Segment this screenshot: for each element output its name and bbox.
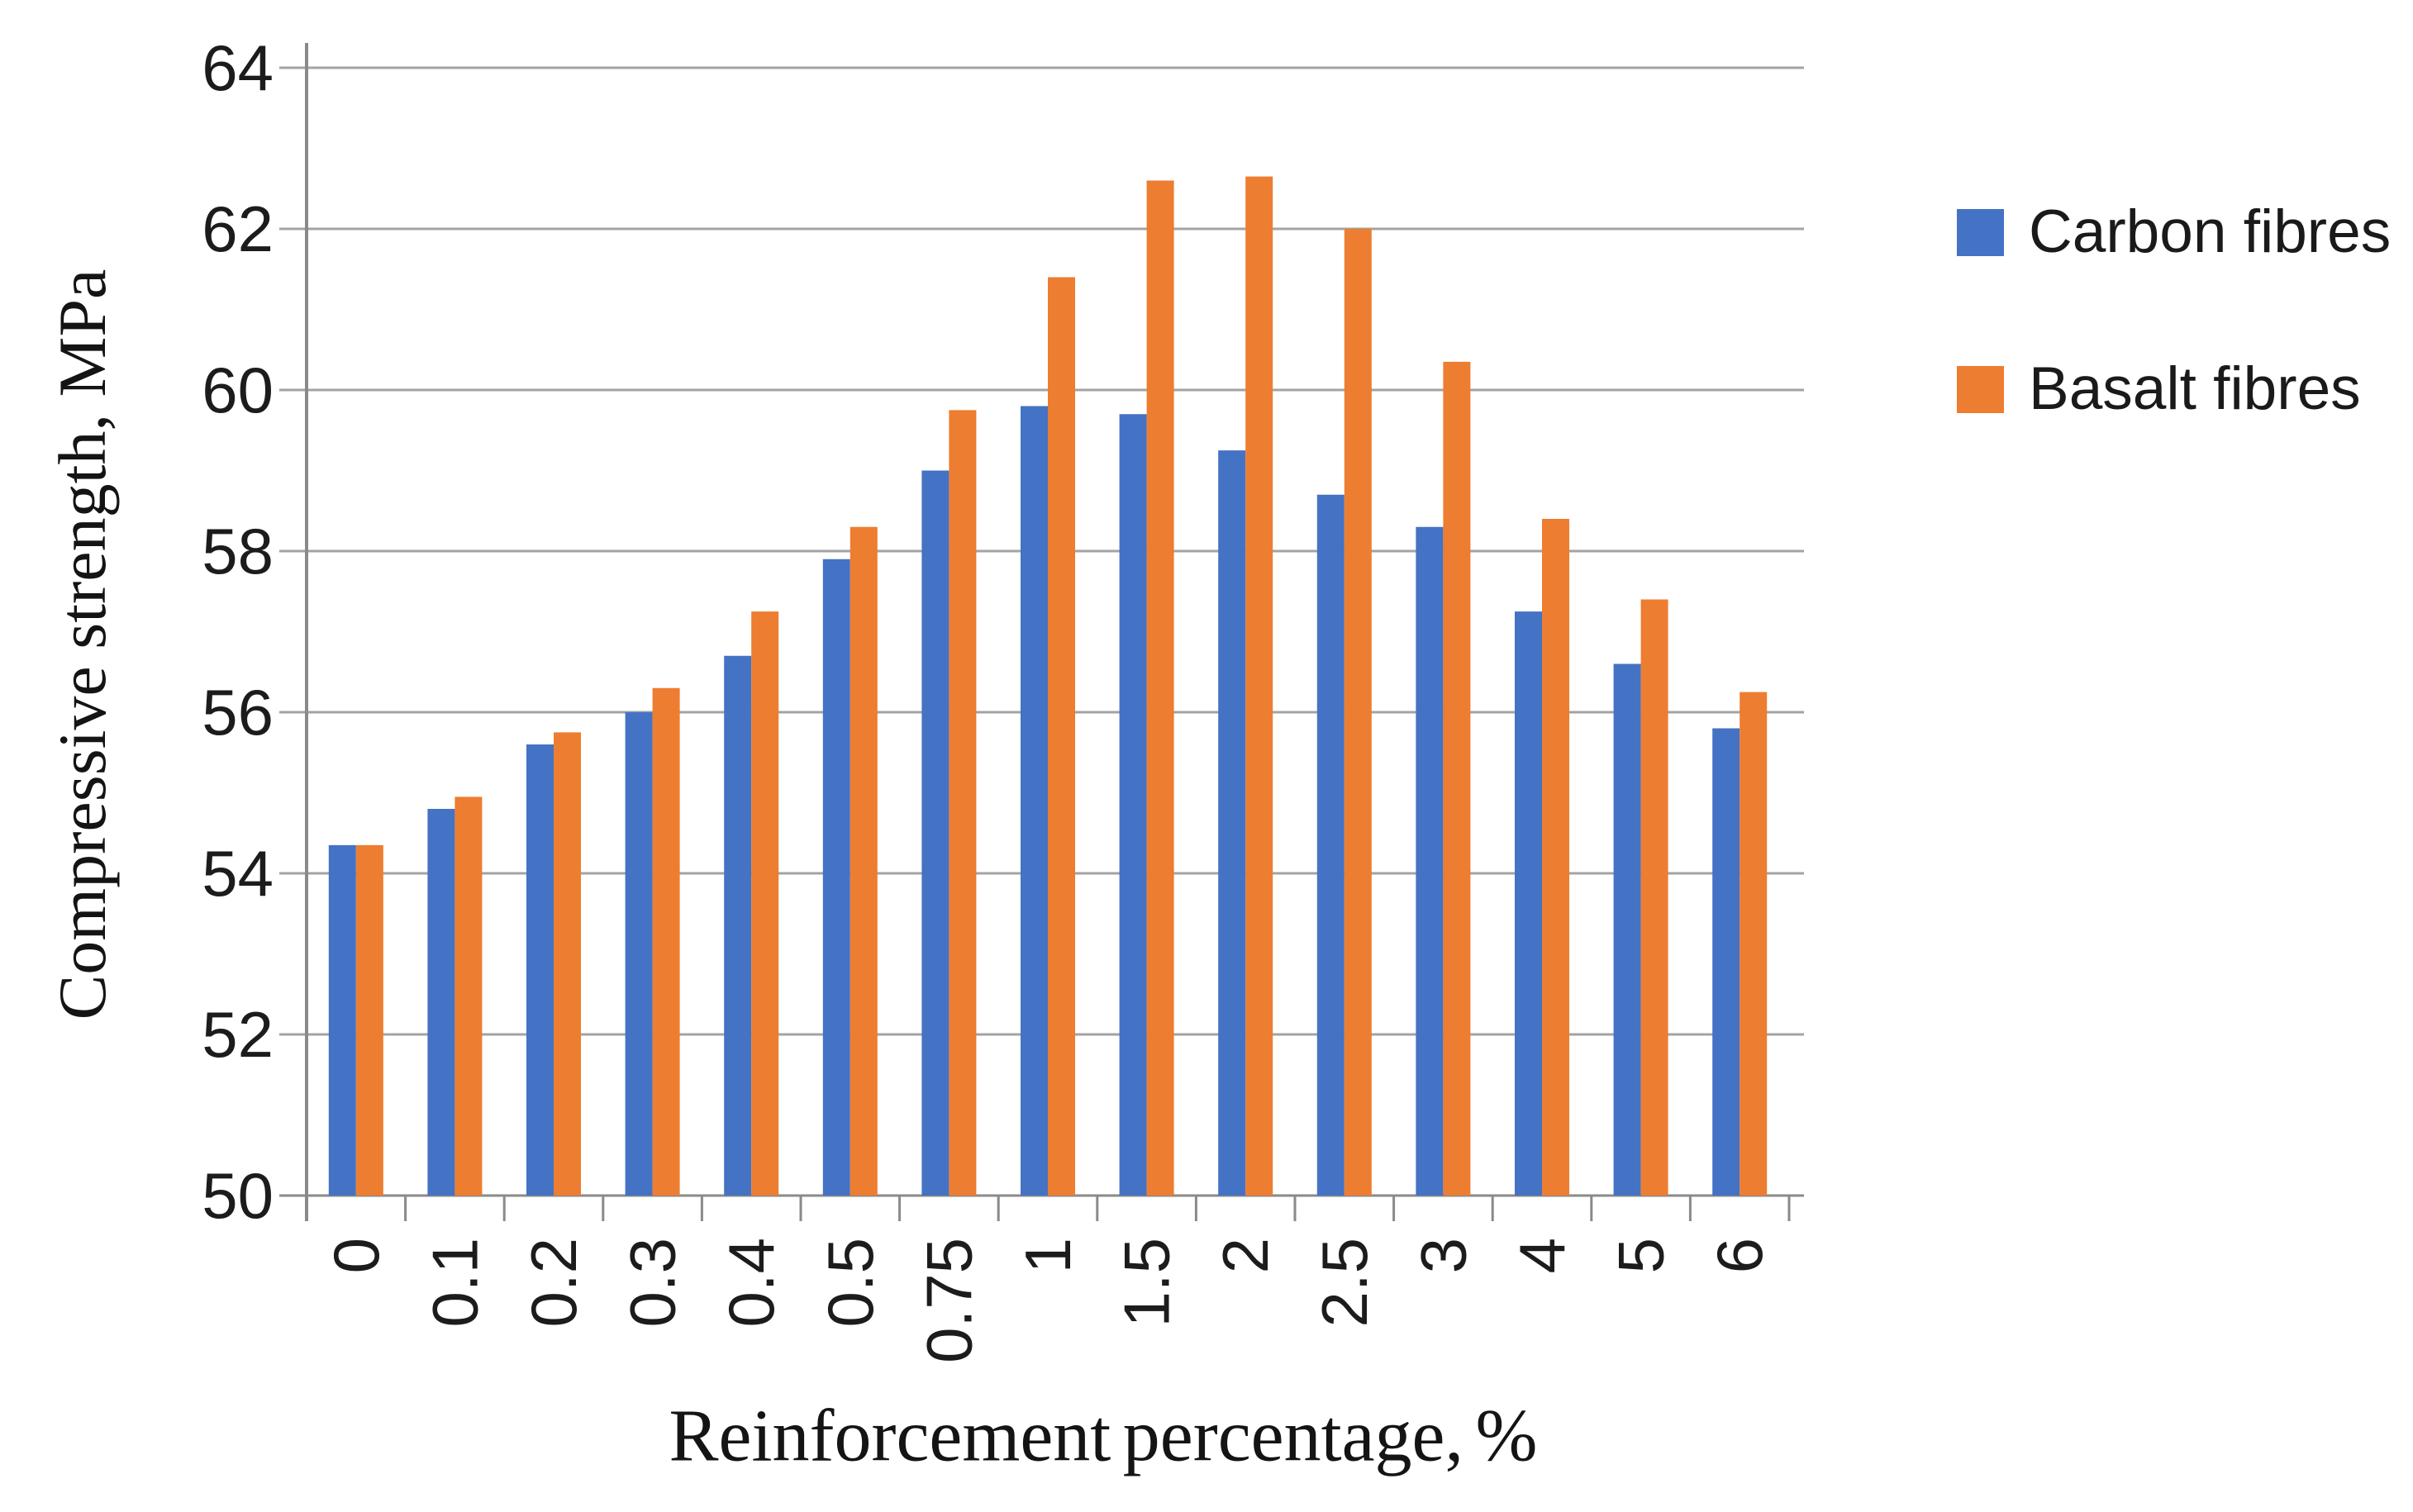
legend: Carbon fibres Basalt fibres	[1957, 198, 2392, 521]
legend-item-carbon-fibres: Carbon fibres	[1957, 198, 2392, 265]
bar-carbon-1	[1021, 406, 1048, 1196]
bar-carbon-2	[1218, 450, 1246, 1196]
bar-basalt-0.1	[455, 796, 483, 1196]
x-tick-label-0.5: 0.5	[814, 1238, 887, 1327]
bar-carbon-0.75	[921, 470, 949, 1196]
y-tick-label-52: 52	[202, 998, 274, 1071]
legend-label-carbon: Carbon fibres	[2029, 198, 2392, 265]
legend-label-basalt: Basalt fibres	[2029, 355, 2361, 422]
bar-carbon-2.5	[1316, 494, 1345, 1196]
basalt-fibres-swatch-icon	[1957, 365, 2004, 413]
y-tick-label-58: 58	[202, 515, 274, 587]
carbon-fibres-swatch-icon	[1957, 208, 2004, 256]
bar-basalt-5	[1640, 599, 1668, 1196]
x-axis-title: Reinforcement percentage, %	[669, 1395, 1538, 1477]
x-tick-label-3: 3	[1406, 1238, 1479, 1273]
bar-basalt-2	[1245, 176, 1273, 1196]
y-tick-label-54: 54	[202, 837, 274, 910]
x-tick-label-4: 4	[1506, 1238, 1578, 1273]
y-tick-label-64: 64	[202, 31, 274, 104]
bar-carbon-0.2	[526, 744, 554, 1196]
bar-carbon-6	[1712, 728, 1740, 1196]
x-tick-label-0.3: 0.3	[616, 1238, 689, 1327]
x-tick-label-5: 5	[1605, 1238, 1678, 1273]
bar-carbon-0.4	[724, 655, 752, 1196]
bar-basalt-3	[1443, 361, 1471, 1196]
bar-basalt-0	[355, 844, 383, 1196]
y-tick-label-56: 56	[202, 676, 274, 749]
bar-basalt-4	[1542, 519, 1569, 1196]
x-tick-label-0.1: 0.1	[418, 1238, 491, 1327]
bar-carbon-0.3	[625, 712, 653, 1196]
x-tick-label-6: 6	[1703, 1238, 1776, 1273]
bar-basalt-0.75	[949, 410, 977, 1196]
bar-basalt-6	[1740, 692, 1768, 1196]
bar-basalt-1	[1048, 277, 1075, 1196]
y-axis-title: Compressive strength, MPa	[45, 269, 120, 1020]
x-tick-label-0.75: 0.75	[912, 1238, 985, 1363]
legend-item-basalt-fibres: Basalt fibres	[1957, 355, 2391, 422]
bar-basalt-0.5	[850, 526, 878, 1196]
x-tick-label-0: 0	[320, 1238, 393, 1273]
x-tick-label-2.5: 2.5	[1308, 1238, 1381, 1327]
x-tick-label-0.4: 0.4	[715, 1238, 788, 1327]
bar-carbon-5	[1613, 663, 1641, 1196]
x-tick-label-2: 2	[1209, 1238, 1282, 1273]
bar-carbon-4	[1515, 611, 1542, 1196]
bar-carbon-0.5	[822, 559, 850, 1196]
bar-carbon-0	[328, 844, 356, 1196]
x-tick-label-0.2: 0.2	[517, 1238, 590, 1327]
x-tick-label-1.5: 1.5	[1111, 1238, 1183, 1327]
y-tick-label-60: 60	[202, 354, 274, 426]
bar-carbon-1.5	[1119, 414, 1147, 1196]
y-tick-label-50: 50	[202, 1159, 274, 1232]
bar-basalt-1.5	[1146, 180, 1174, 1196]
bar-basalt-0.4	[751, 611, 779, 1196]
x-tick-label-1: 1	[1011, 1238, 1084, 1273]
bar-basalt-2.5	[1344, 229, 1372, 1196]
bar-basalt-0.3	[652, 687, 680, 1196]
y-tick-label-62: 62	[202, 193, 274, 265]
bar-carbon-3	[1416, 526, 1444, 1196]
bar-basalt-0.2	[554, 732, 581, 1196]
bar-carbon-0.1	[427, 809, 455, 1196]
